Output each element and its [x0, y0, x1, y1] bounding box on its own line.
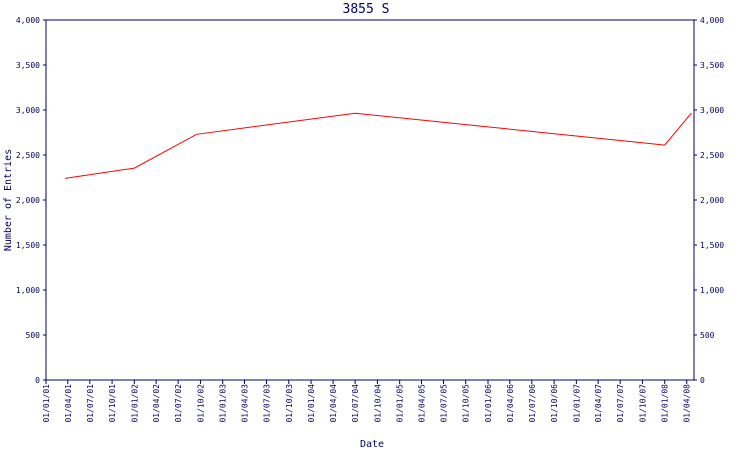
y-tick-label-left: 3,500: [16, 61, 40, 70]
y-tick-label-right: 0: [700, 376, 705, 385]
chart-title: 3855 S: [343, 2, 390, 17]
y-tick-label-right: 2,500: [700, 151, 724, 160]
y-axis-label: Number of Entries: [3, 149, 14, 251]
x-tick-label: 01/01/08: [661, 384, 670, 423]
x-tick-label: 01/04/06: [506, 384, 515, 423]
x-tick-label: 01/10/02: [196, 384, 205, 423]
y-axis-left: 0 500 1,000 1,500 2,000 2,500 3,000 3,500 4,000: [16, 16, 46, 385]
y-tick-label-left: 3,000: [16, 106, 40, 115]
x-tick-label: 01/07/01: [86, 384, 95, 423]
y-tick-label-left: 0: [35, 376, 40, 385]
x-tick-label: 01/01/04: [307, 384, 316, 423]
x-tick-label: 01/01/03: [219, 384, 228, 423]
x-tick-label: 01/01/05: [396, 384, 405, 423]
y-tick-label-left: 4,000: [16, 16, 40, 25]
x-tick-label: 01/04/08: [683, 384, 692, 423]
x-tick-label: 01/04/03: [240, 384, 249, 423]
y-tick-label-right: 4,000: [700, 16, 724, 25]
x-tick-label: 01/07/05: [439, 384, 448, 423]
y-tick-label-right: 3,000: [700, 106, 724, 115]
x-tick-label: 01/04/05: [417, 384, 426, 423]
x-tick-label: 01/04/01: [64, 384, 73, 423]
y-tick-label-right: 1,500: [700, 241, 724, 250]
series-line: [65, 112, 692, 179]
x-tick-label: 01/10/07: [638, 384, 647, 423]
plot-area: [45, 19, 695, 381]
y-tick-label-right: 3,500: [700, 61, 724, 70]
x-tick-label: 01/01/06: [484, 384, 493, 423]
x-tick-label: 01/07/04: [351, 384, 360, 423]
x-tick-label: 01/10/06: [550, 384, 559, 423]
series-layer: [65, 112, 692, 179]
x-tick-label: 01/01/01: [42, 384, 51, 423]
y-tick-label-left: 500: [26, 331, 41, 340]
y-tick-label-right: 500: [700, 331, 715, 340]
x-axis-label: Date: [360, 439, 384, 450]
x-tick-label: 01/10/03: [285, 384, 294, 423]
x-tick-label: 01/07/03: [263, 384, 272, 423]
x-tick-label: 01/10/04: [373, 384, 382, 423]
x-tick-label: 01/10/01: [108, 384, 117, 423]
x-axis: 01/01/01 01/04/01 01/07/01 01/10/01 01/01/02…: [42, 380, 692, 423]
x-tick-label: 01/10/05: [462, 384, 471, 423]
x-tick-label: 01/01/07: [572, 384, 581, 423]
y-tick-label-left: 1,500: [16, 241, 40, 250]
y-tick-label-left: 2,000: [16, 196, 40, 205]
y-axis-right: 0 500 1,000 1,500 2,000 2,500 3,000 3,500 4,000: [694, 16, 724, 385]
x-tick-label: 01/07/02: [174, 384, 183, 423]
x-tick-label: 01/07/06: [528, 384, 537, 423]
x-tick-label: 01/07/07: [616, 384, 625, 423]
x-tick-label: 01/04/07: [594, 384, 603, 423]
y-tick-label-right: 2,000: [700, 196, 724, 205]
y-tick-label-left: 1,000: [16, 286, 40, 295]
x-tick-label: 01/04/02: [152, 384, 161, 423]
y-tick-label-left: 2,500: [16, 151, 40, 160]
x-tick-label: 01/04/04: [329, 384, 338, 423]
x-tick-label: 01/01/02: [130, 384, 139, 423]
y-tick-label-right: 1,000: [700, 286, 724, 295]
